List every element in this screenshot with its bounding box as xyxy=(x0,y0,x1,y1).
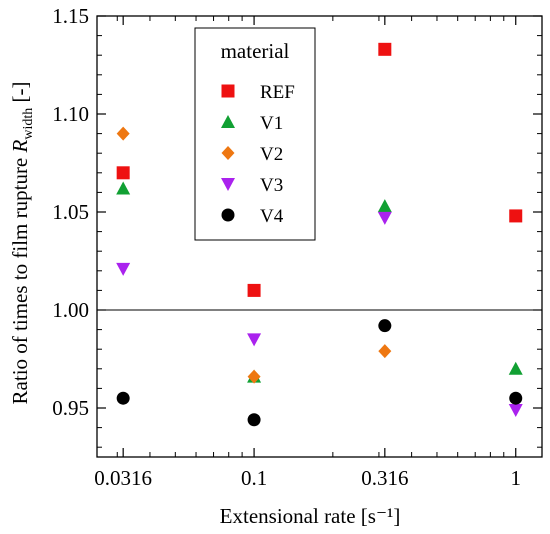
x-tick-label: 0.0316 xyxy=(94,466,152,490)
data-point-v2 xyxy=(378,344,392,359)
y-axis-label-subscript: width xyxy=(21,108,36,140)
data-point-ref xyxy=(247,283,261,297)
y-tick-label: 1.05 xyxy=(52,200,89,224)
tick-labels-layer: 0.95 1.00 1.05 1.10 1.15 0.0316 0.1 0.316 1 xyxy=(52,4,521,490)
x-tick-label: 0.1 xyxy=(241,466,267,490)
legend-label-v1: V1 xyxy=(260,113,283,134)
legend-label-v4: V4 xyxy=(260,206,284,227)
data-points-layer xyxy=(116,42,523,427)
legend-entries: REF V1 V2 V3 V4 xyxy=(221,82,295,227)
data-point-v4 xyxy=(509,391,523,405)
legend-marker-v3 xyxy=(221,178,235,191)
data-point-ref xyxy=(116,166,130,180)
x-axis-label: Extensional rate [s⁻¹] xyxy=(220,504,401,528)
data-point-v1 xyxy=(377,199,392,213)
data-point-v1 xyxy=(508,361,523,375)
legend-marker-v1 xyxy=(221,115,235,128)
y-axis-label-unit: [-] xyxy=(8,82,32,108)
data-point-v3 xyxy=(377,211,392,225)
data-point-v1 xyxy=(116,181,131,195)
y-axis-label-text: Ratio of times to film rupture xyxy=(8,152,32,404)
data-point-v4 xyxy=(116,391,130,405)
y-tick-label: 1.10 xyxy=(52,102,89,126)
legend-label-ref: REF xyxy=(260,82,295,103)
y-axis-label-symbol: R xyxy=(8,139,32,153)
x-tick-label: 1 xyxy=(510,466,521,490)
y-axis-label: Ratio of times to film rupture Rwidth [-… xyxy=(8,82,36,405)
legend-marker-ref xyxy=(221,84,235,98)
legend-box xyxy=(194,27,316,241)
legend: material REF V1 V2 V3 V4 xyxy=(194,27,316,241)
data-point-v3 xyxy=(116,262,131,276)
data-point-v3 xyxy=(508,403,523,417)
data-point-ref xyxy=(509,209,523,223)
plot-frame xyxy=(96,15,543,458)
legend-marker-v4 xyxy=(221,208,235,222)
data-point-v3 xyxy=(247,333,262,347)
legend-title: material xyxy=(221,39,290,63)
data-point-v4 xyxy=(378,319,392,333)
legend-label-v3: V3 xyxy=(260,175,283,196)
x-tick-label: 0.316 xyxy=(361,466,408,490)
y-tick-label: 1.00 xyxy=(52,298,89,322)
data-point-v4 xyxy=(247,413,261,427)
axis-ticks-layer xyxy=(97,15,542,457)
data-point-ref xyxy=(378,42,392,56)
data-point-v2 xyxy=(247,369,261,384)
data-point-v2 xyxy=(116,126,130,141)
y-tick-label: 0.95 xyxy=(52,396,89,420)
legend-label-v2: V2 xyxy=(260,144,283,165)
legend-marker-v2 xyxy=(221,146,235,160)
y-tick-label: 1.15 xyxy=(52,4,89,28)
